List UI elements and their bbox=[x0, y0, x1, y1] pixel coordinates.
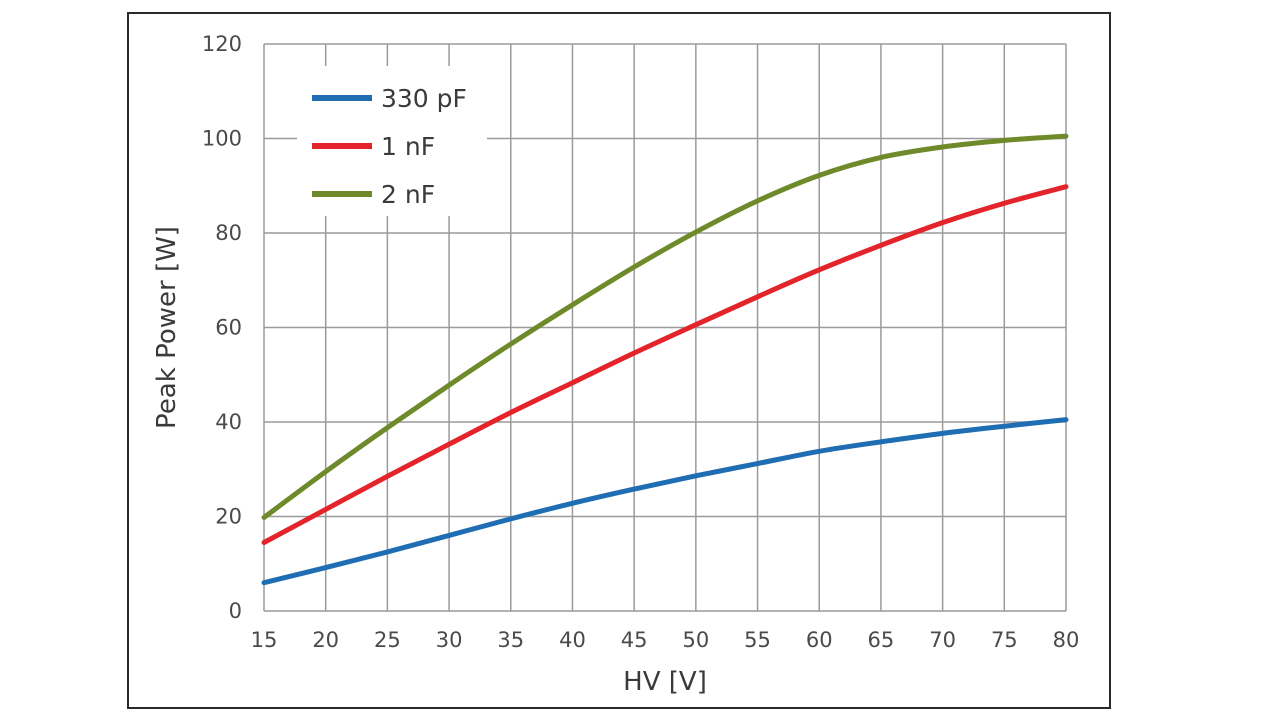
y-tick-label: 40 bbox=[215, 410, 242, 434]
x-tick-label: 30 bbox=[436, 628, 463, 652]
series-layer bbox=[261, 133, 1069, 586]
series-line-2-nf bbox=[261, 133, 1069, 520]
x-tick-label: 40 bbox=[559, 628, 586, 652]
x-tick-label: 75 bbox=[991, 628, 1018, 652]
x-tick-label: 20 bbox=[312, 628, 339, 652]
series-line-330-pf bbox=[261, 417, 1069, 586]
y-tick-label: 0 bbox=[229, 599, 242, 623]
x-tick-label: 65 bbox=[868, 628, 895, 652]
legend-label: 2 nF bbox=[381, 180, 435, 209]
grid bbox=[263, 43, 1067, 612]
y-tick-label: 80 bbox=[215, 221, 242, 245]
x-tick-label: 35 bbox=[497, 628, 524, 652]
x-tick-label: 25 bbox=[374, 628, 401, 652]
legend: 330 pF 1 nF 2 nF bbox=[297, 66, 487, 216]
y-tick-label: 20 bbox=[215, 505, 242, 529]
line-chart: 15 20 25 30 35 40 45 50 55 60 65 70 75 80 0 20 40 60 80 100… bbox=[152, 32, 1079, 697]
legend-label: 1 nF bbox=[381, 132, 435, 161]
series-line-1-nf bbox=[261, 184, 1069, 545]
x-tick-label: 15 bbox=[251, 628, 278, 652]
x-tick-label: 50 bbox=[682, 628, 709, 652]
x-tick-label: 80 bbox=[1053, 628, 1080, 652]
x-tick-label: 55 bbox=[744, 628, 771, 652]
y-tick-label: 120 bbox=[202, 32, 242, 56]
x-tick-label: 70 bbox=[929, 628, 956, 652]
legend-label: 330 pF bbox=[381, 84, 467, 113]
x-axis-title: HV [V] bbox=[623, 667, 707, 697]
tick-labels: 15 20 25 30 35 40 45 50 55 60 65 70 75 80 0 20 40 60 80 100… bbox=[202, 32, 1079, 652]
y-tick-label: 100 bbox=[202, 127, 242, 151]
x-tick-label: 45 bbox=[621, 628, 648, 652]
y-tick-label: 60 bbox=[215, 316, 242, 340]
y-axis-title: Peak Power [W] bbox=[152, 226, 182, 429]
x-tick-label: 60 bbox=[806, 628, 833, 652]
chart-frame: 15 20 25 30 35 40 45 50 55 60 65 70 75 80 0 20 40 60 80 100… bbox=[127, 12, 1111, 709]
